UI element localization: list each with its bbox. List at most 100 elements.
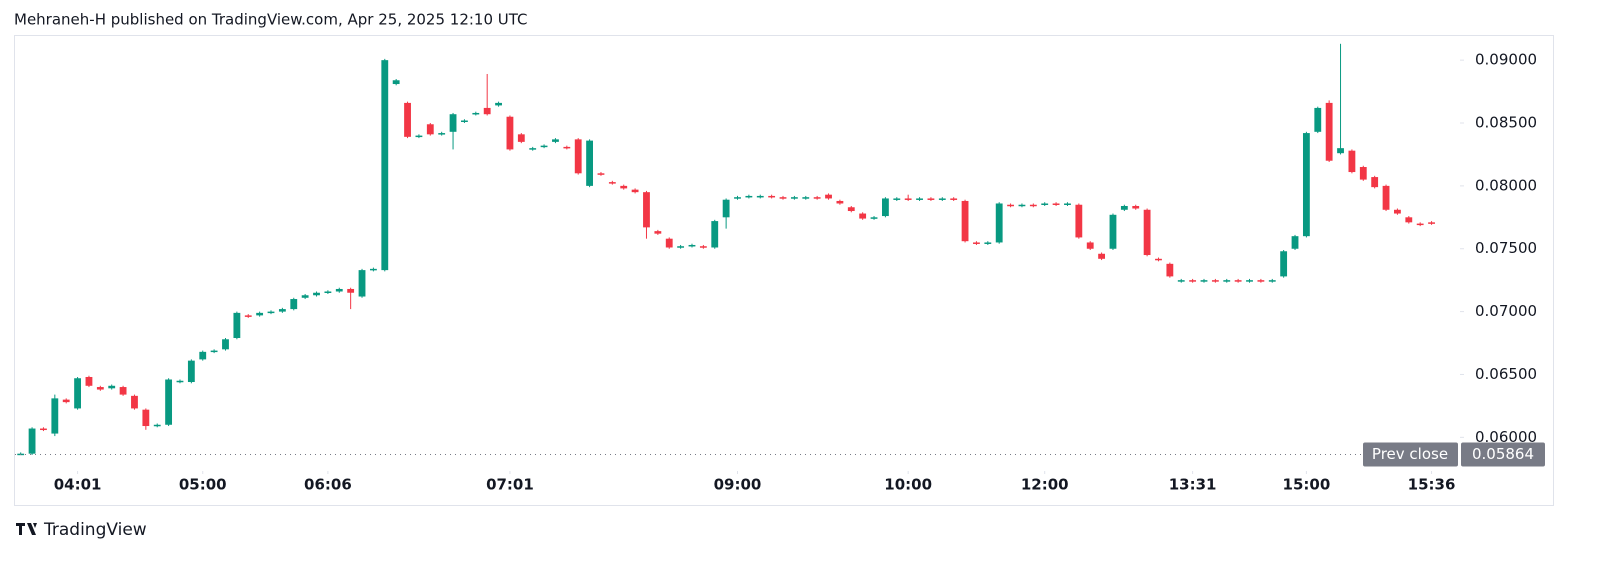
candle-body <box>677 246 685 248</box>
candle-body <box>916 198 923 200</box>
candle-body <box>1416 223 1424 226</box>
publish-header: Mehraneh-H published on TradingView.com,… <box>14 11 528 29</box>
candle-body <box>392 80 400 85</box>
candle-body <box>1371 177 1379 188</box>
candle-body <box>1337 148 1344 154</box>
candle-body <box>1405 217 1413 223</box>
candle-body <box>1155 258 1162 261</box>
candle-body <box>643 192 650 228</box>
candle-body <box>415 135 423 138</box>
candle-body <box>768 195 776 198</box>
chart-frame <box>14 35 1554 506</box>
candle-body <box>631 189 639 193</box>
y-tick-label: 0.07500 <box>1475 239 1537 257</box>
candle-body <box>574 139 582 174</box>
candle-body <box>1348 150 1356 173</box>
x-tick-label: 10:00 <box>884 476 932 494</box>
candle-body <box>1223 280 1231 282</box>
candle-body <box>449 114 457 132</box>
candle-body <box>108 385 116 389</box>
candle-body <box>1268 280 1276 282</box>
x-tick-label: 05:00 <box>179 476 227 494</box>
candle-body <box>836 200 844 204</box>
prev-close-value-tag <box>1461 442 1545 467</box>
candle-body <box>381 60 389 271</box>
candle-body <box>540 145 548 148</box>
x-tick-label: 15:36 <box>1408 476 1456 494</box>
candle-body <box>734 197 741 199</box>
candle-body <box>313 292 320 296</box>
candle-body <box>893 198 901 200</box>
candle-body <box>950 198 958 200</box>
x-tick-label: 13:31 <box>1169 476 1217 494</box>
candle-body <box>347 288 355 293</box>
candle-body <box>119 387 127 395</box>
candle-body <box>1428 222 1435 224</box>
candle-body <box>335 288 343 292</box>
logo-icon <box>16 523 37 535</box>
candle-body <box>1314 107 1322 132</box>
candle-body <box>1302 133 1310 237</box>
candle-body <box>882 198 889 217</box>
candle-body <box>722 199 730 218</box>
plot-area <box>17 43 1435 456</box>
candle-body <box>552 139 559 142</box>
candle-body <box>472 112 480 115</box>
candle-body <box>1280 251 1288 277</box>
candle-body <box>1098 253 1106 259</box>
candle-body <box>51 398 59 434</box>
candle-body <box>813 197 821 199</box>
candle-body <box>369 268 377 271</box>
candle-body <box>290 299 298 310</box>
candle-body <box>267 311 275 314</box>
candle-body <box>1041 203 1049 205</box>
x-tick-label: 12:00 <box>1021 476 1069 494</box>
candle-body <box>153 424 161 427</box>
candle-body <box>699 246 707 248</box>
candle-body <box>517 134 525 142</box>
candle-body <box>495 102 502 106</box>
candle-body <box>1120 205 1128 210</box>
y-tick-label: 0.09000 <box>1475 51 1537 69</box>
candle-body <box>1211 280 1219 282</box>
x-tick-label: 07:01 <box>486 476 534 494</box>
candle-body <box>1382 185 1390 210</box>
candle-body <box>404 102 411 137</box>
candle-body <box>1166 263 1174 277</box>
y-tick-label: 0.08500 <box>1475 114 1537 132</box>
candle-body <box>199 351 207 360</box>
candle-body <box>1132 205 1140 209</box>
candle-body <box>1359 167 1367 180</box>
candle-body <box>790 197 798 199</box>
candle-body <box>483 107 491 115</box>
candle-body <box>961 200 969 242</box>
candle-body <box>1052 203 1060 205</box>
x-tick-label: 06:06 <box>304 476 352 494</box>
candle-body <box>711 221 719 248</box>
candle-body <box>529 148 537 150</box>
x-tick-label: 15:00 <box>1283 476 1331 494</box>
candle-body <box>96 387 104 390</box>
prev-close-label: Prev close <box>1372 445 1448 463</box>
candle-body <box>984 242 992 244</box>
candle-body <box>85 376 93 386</box>
candle-body <box>222 339 229 350</box>
candle-body <box>176 380 184 383</box>
candle-body <box>1246 280 1253 282</box>
candle-body <box>802 197 810 199</box>
candle-body <box>1086 242 1094 249</box>
candle-body <box>586 140 593 186</box>
candle-body <box>1291 236 1299 249</box>
x-tick-label: 04:01 <box>54 476 102 494</box>
y-tick-label: 0.06500 <box>1475 365 1537 383</box>
candle-body <box>859 213 867 219</box>
y-tick-label: 0.06000 <box>1475 428 1537 446</box>
candle-body <box>244 315 252 317</box>
candle-body <box>927 198 935 200</box>
candle-body <box>506 116 514 150</box>
candle-body <box>654 231 662 234</box>
candle-body <box>324 291 332 293</box>
candle-body <box>825 194 832 199</box>
candle-body <box>131 395 138 409</box>
